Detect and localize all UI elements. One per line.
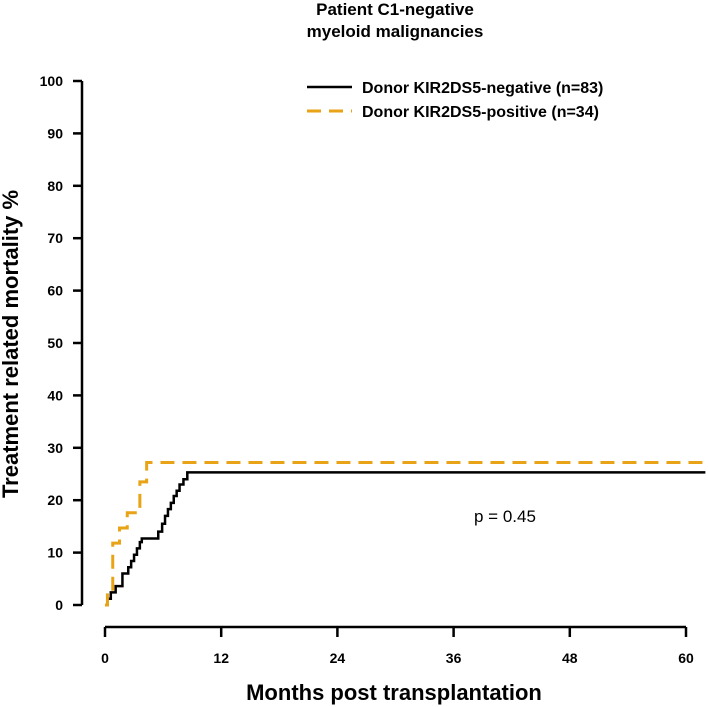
y-tick-label: 30 <box>47 440 63 456</box>
y-tick-label: 90 <box>47 125 63 141</box>
series-layer <box>105 460 706 607</box>
p-value-annotation: p = 0.45 <box>474 507 536 526</box>
legend-label-negative: Donor KIR2DS5-negative (n=83) <box>362 80 603 97</box>
y-tick-label: 80 <box>47 178 63 194</box>
legend-label-positive: Donor KIR2DS5-positive (n=34) <box>362 104 599 121</box>
chart-title-line-1: Patient C1-negative <box>316 0 474 19</box>
x-tick-label: 24 <box>330 650 346 666</box>
y-tick-label: 0 <box>55 597 63 613</box>
y-tick-label: 50 <box>47 335 63 351</box>
y-tick-label: 60 <box>47 283 63 299</box>
x-tick-label: 48 <box>562 650 578 666</box>
legend: Donor KIR2DS5-negative (n=83) Donor KIR2… <box>307 80 603 121</box>
y-tick-label: 100 <box>40 73 64 89</box>
axes: 0 10 20 30 40 50 60 70 80 90 100 0 12 24 36 48 60 <box>40 73 694 666</box>
series-line-kir2ds5-positive <box>105 460 706 607</box>
x-tick-label: 12 <box>213 650 229 666</box>
y-axis-label: Treatment related mortality % <box>0 190 23 498</box>
x-tick-label: 60 <box>678 650 694 666</box>
series-line-kir2ds5-negative <box>105 471 706 607</box>
x-tick-label: 0 <box>101 650 109 666</box>
x-tick-label: 36 <box>446 650 462 666</box>
y-tick-label: 70 <box>47 230 63 246</box>
y-tick-label: 20 <box>47 492 63 508</box>
y-tick-label: 10 <box>47 545 63 561</box>
y-tick-label: 40 <box>47 387 63 403</box>
chart-title-line-2: myeloid malignancies <box>306 22 484 41</box>
x-axis-label: Months post transplantation <box>246 680 542 705</box>
